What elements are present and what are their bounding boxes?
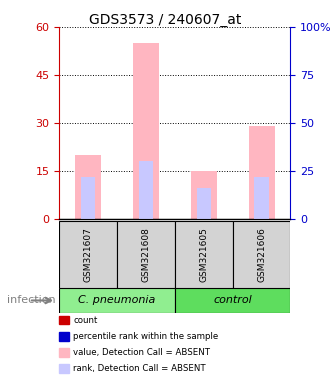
Text: value, Detection Call = ABSENT: value, Detection Call = ABSENT	[73, 348, 210, 357]
Text: GSM321608: GSM321608	[142, 227, 150, 282]
Text: count: count	[73, 316, 98, 325]
Text: percentile rank within the sample: percentile rank within the sample	[73, 332, 218, 341]
Bar	[233, 221, 290, 288]
Bar	[139, 161, 153, 219]
Bar	[197, 188, 211, 219]
Bar	[117, 221, 175, 288]
Bar	[248, 126, 275, 219]
Text: GSM321606: GSM321606	[257, 227, 266, 282]
Text: GDS3573 / 240607_at: GDS3573 / 240607_at	[89, 13, 241, 27]
Bar	[81, 177, 95, 219]
Text: GSM321607: GSM321607	[84, 227, 93, 282]
Text: C. pneumonia: C. pneumonia	[79, 295, 156, 306]
Bar	[175, 221, 233, 288]
Bar	[59, 288, 175, 313]
Text: GSM321605: GSM321605	[199, 227, 208, 282]
Bar	[75, 155, 101, 219]
Text: infection: infection	[7, 295, 55, 305]
Bar	[175, 288, 290, 313]
Text: control: control	[213, 295, 252, 306]
Bar	[191, 171, 217, 219]
Text: rank, Detection Call = ABSENT: rank, Detection Call = ABSENT	[73, 364, 206, 373]
Bar	[59, 221, 117, 288]
Bar	[133, 43, 159, 219]
Bar	[254, 177, 269, 219]
